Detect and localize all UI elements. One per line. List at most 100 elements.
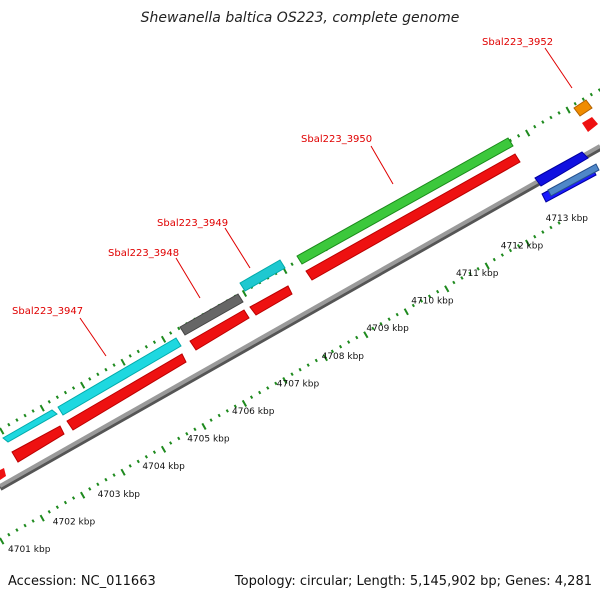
minor-tick [104,367,108,372]
major-tick [160,335,167,343]
minor-tick [298,367,302,372]
minor-tick [419,299,424,303]
minor-tick [541,120,545,124]
major-tick [0,537,5,545]
cds-feature-3947b[interactable] [57,337,182,416]
minor-tick [136,349,140,354]
kbp-label: 4710 kbp [411,297,454,307]
major-tick [39,514,45,522]
kbp-label: 4707 kbp [277,379,320,389]
minor-tick [55,505,59,509]
minor-tick [128,354,132,358]
cds-blue-1[interactable] [534,151,589,187]
major-tick [565,106,571,114]
cds-red-7[interactable] [582,117,598,132]
cds-red-5[interactable] [249,285,293,316]
minor-tick [516,134,521,138]
minor-tick [541,230,545,234]
minor-tick [152,450,157,454]
minor-tick [468,271,472,276]
minor-tick [500,253,504,257]
feature-track [0,99,600,480]
major-tick [525,129,531,137]
minor-tick [427,294,432,299]
cds-red-2[interactable] [11,425,65,463]
minor-tick [266,386,270,390]
kbp-label: 4709 kbp [366,324,409,334]
minor-tick [15,418,19,422]
minor-tick [177,326,181,331]
minor-tick [387,317,391,321]
minor-tick [371,326,375,331]
cds-red-3[interactable] [66,353,187,431]
cds-feature-3952[interactable] [573,99,593,117]
major-tick [0,427,5,435]
cds-feature-3947[interactable] [2,409,58,443]
gene-label-3952: Sbal223_3952 [482,37,553,48]
major-tick [120,358,126,366]
minor-tick [193,427,197,432]
minor-tick [314,358,318,363]
kbp-label: 4711 kbp [456,269,499,279]
major-tick [241,399,248,407]
gene-callouts [79,47,573,357]
cds-red-4[interactable] [189,309,250,351]
minor-tick [96,482,100,487]
gene-label-3950: Sbal223_3950 [301,134,372,145]
minor-tick [436,289,440,294]
minor-tick [249,395,254,399]
minor-tick [573,101,577,106]
kbp-label: 4705 kbp [187,435,230,445]
minor-tick [63,390,68,395]
major-tick [120,468,126,476]
cds-feature-3949[interactable] [239,259,286,292]
minor-tick [23,413,27,418]
cds-steelblue[interactable] [547,163,600,197]
minor-tick [233,404,237,409]
minor-tick [112,473,116,477]
minor-tick [15,528,19,532]
minor-tick [379,322,383,326]
minor-tick [290,372,294,376]
minor-tick [338,344,343,349]
minor-tick [96,372,100,377]
minor-tick [217,413,221,418]
gene-labels: Sbal223_3947 Sbal223_3948 Sbal223_3949 S… [12,37,553,317]
minor-tick [112,363,116,367]
major-tick [160,445,167,453]
minor-tick [476,267,480,271]
minor-tick [31,519,35,523]
cds-red-6[interactable] [305,153,521,281]
minor-tick [330,349,335,354]
minor-tick [508,248,513,253]
gene-label-3947: Sbal223_3947 [12,306,83,317]
kbp-label: 4713 kbp [546,214,589,224]
map-title: Shewanella baltica OS223, complete genom… [140,10,460,26]
minor-tick [549,225,553,230]
minor-tick [290,262,294,266]
kbp-label: 4706 kbp [232,407,275,417]
scale-labels: 4701 kbp 4702 kbp 4703 kbp 4704 kbp 4705 kbp… [8,214,588,555]
minor-tick [395,312,399,317]
minor-tick [185,432,189,436]
minor-tick [581,97,585,101]
minor-tick [169,441,173,445]
cds-feature-3950[interactable] [296,137,514,265]
cds-red-1[interactable] [0,468,6,480]
major-tick [39,404,45,412]
minor-tick [516,244,521,248]
minor-tick [258,390,262,395]
major-tick [80,381,86,389]
minor-tick [88,487,92,491]
minor-tick [47,400,51,404]
minor-tick [71,496,76,500]
major-tick [282,377,288,385]
minor-tick [47,510,51,514]
major-tick [241,289,248,297]
minor-tick [452,280,456,285]
minor-tick [55,395,59,399]
minor-tick [152,340,157,344]
cds-feature-3948[interactable] [179,293,244,336]
kbp-label: 4703 kbp [98,490,141,500]
inner-tick-track [0,221,561,545]
